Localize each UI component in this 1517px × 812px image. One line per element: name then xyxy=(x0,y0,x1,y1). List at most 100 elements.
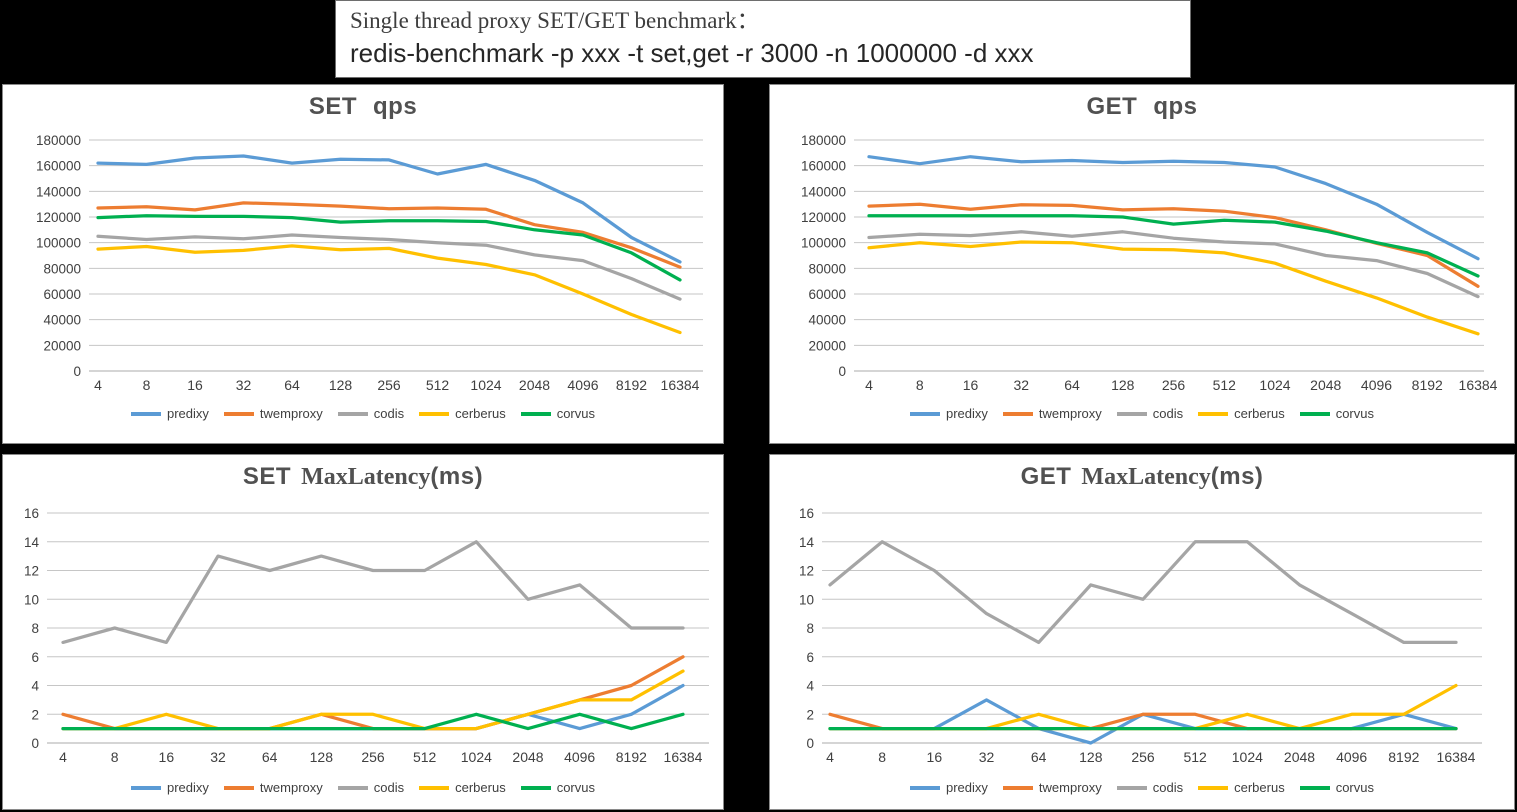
y-tick-label: 80000 xyxy=(808,261,846,276)
x-tick-label: 32 xyxy=(236,377,252,393)
legend-item-predixy: predixy xyxy=(909,780,988,795)
legend-swatch-predixy xyxy=(130,786,161,790)
y-tick-label: 10 xyxy=(24,592,39,607)
chart-legend: predixy twemproxy codis cerberus corvus xyxy=(770,781,1514,795)
series-line-codis xyxy=(61,540,685,645)
legend-label: twemproxy xyxy=(1038,406,1102,421)
x-tick-label: 4 xyxy=(59,749,67,765)
legend-swatch-predixy xyxy=(909,786,940,790)
x-tick-label: 256 xyxy=(1162,377,1186,393)
x-tick-label: 16 xyxy=(963,377,979,393)
legend-label: cerberus xyxy=(455,406,506,421)
legend-label: corvus xyxy=(556,780,595,795)
y-tick-label: 0 xyxy=(73,364,81,379)
series-line-twemproxy xyxy=(96,201,682,269)
legend-swatch-codis xyxy=(337,786,368,790)
legend-label: predixy xyxy=(945,780,988,795)
legend-label: corvus xyxy=(556,406,595,421)
chart-plot-get-maxlatency: 0 2 4 6 8 10 12 14 16 4 8 16 32 64 128 256 512 1024 2048 40… xyxy=(799,506,1482,765)
x-tick-label: 4096 xyxy=(564,749,595,765)
x-tick-label: 16384 xyxy=(1459,377,1498,393)
x-tick-label: 16384 xyxy=(664,749,703,765)
legend-item-corvus: corvus xyxy=(1299,780,1374,795)
x-tick-label: 128 xyxy=(310,749,334,765)
chart-title: GET MaxLatency(ms) xyxy=(770,463,1514,491)
y-tick-label: 120000 xyxy=(801,210,846,225)
x-tick-label: 2048 xyxy=(1284,749,1315,765)
series-line-predixy xyxy=(96,154,682,264)
legend-item-predixy: predixy xyxy=(909,406,988,421)
x-tick-label: 16 xyxy=(187,377,203,393)
legend-swatch-cerberus xyxy=(1198,412,1229,416)
legend-label: predixy xyxy=(945,406,988,421)
x-tick-label: 64 xyxy=(284,377,300,393)
y-tick-label: 12 xyxy=(24,564,39,579)
y-tick-label: 8 xyxy=(806,621,814,636)
y-tick-label: 4 xyxy=(31,679,39,694)
title-box: Single thread proxy SET/GET benchmark： r… xyxy=(335,0,1191,78)
x-tick-label: 32 xyxy=(210,749,226,765)
y-tick-label: 0 xyxy=(838,364,846,379)
legend-swatch-predixy xyxy=(130,412,161,416)
series-line-predixy xyxy=(867,155,1480,261)
legend-item-twemproxy: twemproxy xyxy=(223,406,323,421)
y-tick-label: 10 xyxy=(799,592,814,607)
x-tick-label: 1024 xyxy=(1259,377,1290,393)
legend-item-corvus: corvus xyxy=(520,406,595,421)
legend-swatch-codis xyxy=(1116,786,1147,790)
legend-swatch-cerberus xyxy=(419,412,450,416)
legend-label: twemproxy xyxy=(259,406,323,421)
series-line-corvus xyxy=(61,712,685,731)
legend-swatch-codis xyxy=(1116,412,1147,416)
y-tick-label: 140000 xyxy=(36,184,81,199)
legend-swatch-twemproxy xyxy=(1002,786,1033,790)
legend-item-cerberus: cerberus xyxy=(1198,407,1285,421)
legend-label: cerberus xyxy=(1234,406,1285,421)
series-line-cerberus xyxy=(61,669,685,731)
legend-item-corvus: corvus xyxy=(520,780,595,795)
legend-label: twemproxy xyxy=(259,780,323,795)
x-tick-label: 512 xyxy=(426,377,450,393)
legend-swatch-twemproxy xyxy=(223,412,254,416)
legend-item-corvus: corvus xyxy=(1299,407,1374,421)
x-tick-label: 8 xyxy=(111,749,119,765)
legend-item-cerberus: cerberus xyxy=(1198,781,1285,795)
x-tick-label: 8192 xyxy=(1412,377,1443,393)
x-tick-label: 8192 xyxy=(616,377,647,393)
series-line-corvus xyxy=(867,214,1480,278)
x-tick-label: 64 xyxy=(1031,749,1047,765)
chart-title-suffix: (ms) xyxy=(1210,463,1264,490)
series-line-predixy xyxy=(61,683,685,731)
y-tick-label: 8 xyxy=(31,621,39,636)
y-tick-label: 0 xyxy=(31,736,39,751)
x-tick-label: 8 xyxy=(878,749,886,765)
x-tick-label: 32 xyxy=(1013,377,1029,393)
chart-title-serif: MaxLatency xyxy=(301,464,431,490)
legend-swatch-corvus xyxy=(520,412,551,416)
series-line-predixy xyxy=(828,698,1458,745)
y-tick-label: 120000 xyxy=(36,210,81,225)
chart-panel-set-maxlatency: SET MaxLatency(ms) 0 2 4 6 8 10 12 14 16 4 8 16 32 64 1… xyxy=(2,454,724,810)
x-tick-label: 256 xyxy=(361,749,385,765)
y-tick-label: 100000 xyxy=(801,236,846,251)
y-tick-label: 6 xyxy=(806,650,814,665)
legend-label: codis xyxy=(373,406,405,421)
chart-title-prefix: GET xyxy=(1086,93,1138,120)
y-tick-label: 60000 xyxy=(43,287,81,302)
y-tick-label: 14 xyxy=(24,535,40,550)
chart-panel-get-qps: GET qps 0 20000 40000 60000 80000 100000 120000… xyxy=(769,84,1515,444)
x-tick-label: 4096 xyxy=(1336,749,1367,765)
y-tick-label: 12 xyxy=(799,564,814,579)
x-tick-label: 128 xyxy=(329,377,353,393)
legend-label: corvus xyxy=(1335,780,1374,795)
x-tick-label: 1024 xyxy=(461,749,492,765)
chart-title-prefix: GET xyxy=(1020,463,1072,490)
series-line-corvus xyxy=(96,214,682,282)
y-tick-label: 6 xyxy=(31,650,39,665)
x-tick-label: 16 xyxy=(927,749,943,765)
x-tick-label: 64 xyxy=(262,749,278,765)
x-tick-label: 64 xyxy=(1064,377,1080,393)
legend-item-predixy: predixy xyxy=(130,407,209,421)
legend-label: codis xyxy=(1152,780,1184,795)
legend-item-cerberus: cerberus xyxy=(419,781,506,795)
